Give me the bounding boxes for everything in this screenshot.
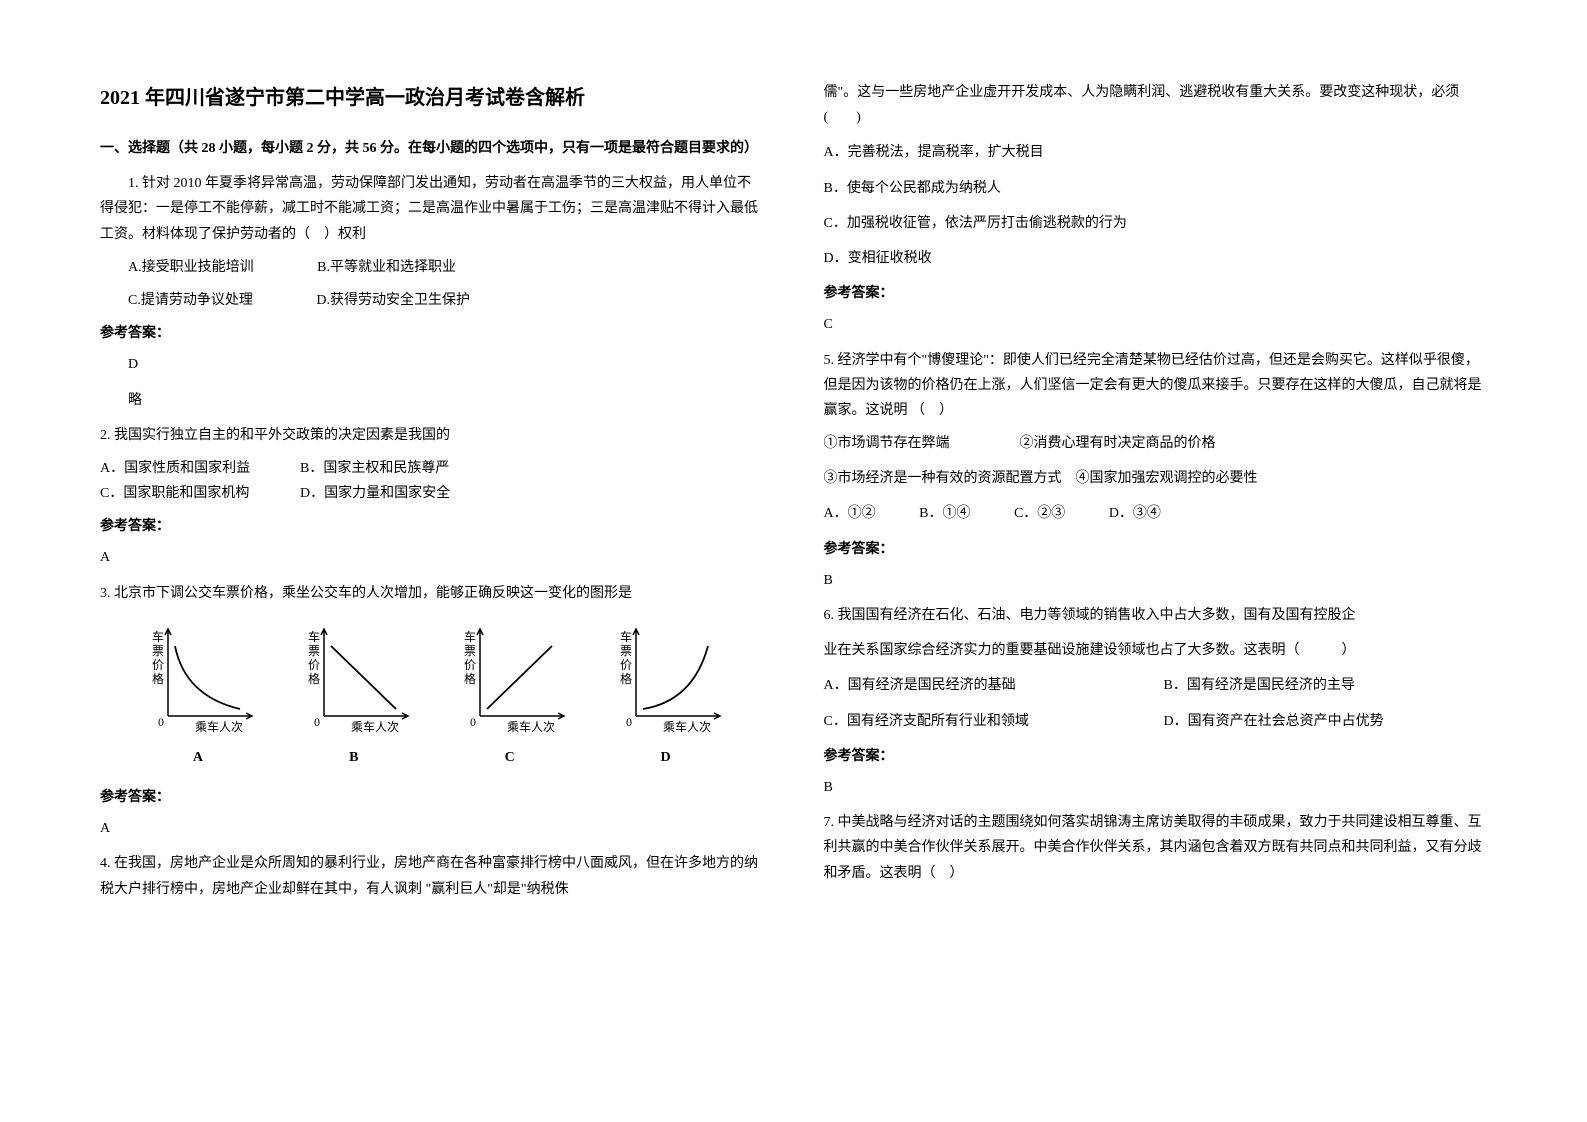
- q4-opt-a: A．完善税法，提高税率，扩大税目: [824, 140, 1488, 165]
- chart-c-xlabel: 乘车人次: [507, 719, 555, 734]
- chart-b-svg: 车 票 价 格 0 乘车人次: [296, 621, 411, 741]
- chart-a-origin: 0: [158, 715, 164, 729]
- q1-answer: D: [128, 352, 764, 377]
- q5-opt-c: C．②③: [1014, 501, 1065, 526]
- chart-d: 车 票 价 格 0 乘车人次 D: [608, 621, 723, 770]
- q7-text: 7. 中美战略与经济对话的主题围绕如何落实胡锦涛主席访美取得的丰硕成果，致力于共…: [824, 810, 1488, 886]
- q4-opt-b: B．使每个公民都成为纳税人: [824, 176, 1488, 201]
- q4-answer: C: [824, 312, 1488, 337]
- q1-text: 1. 针对 2010 年夏季将异常高温，劳动保障部门发出通知，劳动者在高温季节的…: [100, 171, 764, 247]
- chart-d-ylabel-1: 车: [620, 629, 632, 644]
- chart-c-label: C: [505, 745, 515, 770]
- chart-d-xlabel: 乘车人次: [663, 719, 711, 734]
- chart-b-ylabel-4: 格: [308, 671, 320, 686]
- chart-c: 车 票 价 格 0 乘车人次 C: [452, 621, 567, 770]
- chart-a-ylabel-4: 格: [152, 671, 164, 686]
- right-column: 儒"。这与一些房地产企业虚开开发成本、人为隐瞒利润、逃避税收有重大关系。要改变这…: [824, 80, 1488, 910]
- q2-text: 2. 我国实行独立自主的和平外交政策的决定因素是我国的: [100, 423, 764, 448]
- chart-d-ylabel-4: 格: [620, 671, 632, 686]
- q5-text: 5. 经济学中有个"博傻理论"：即使人们已经完全清楚某物已经估价过高，但还是会购…: [824, 348, 1488, 424]
- chart-c-ylabel-4: 格: [464, 671, 476, 686]
- q3-answer-label: 参考答案：: [100, 785, 764, 810]
- chart-a-xlabel: 乘车人次: [195, 719, 243, 734]
- q1-answer-label: 参考答案：: [100, 321, 764, 346]
- chart-d-origin: 0: [626, 715, 632, 729]
- q5-options: A．①② B．①④ C．②③ D．③④: [824, 501, 1488, 526]
- q6-answer-label: 参考答案：: [824, 744, 1488, 769]
- q6-opt-a: A．国有经济是国民经济的基础: [824, 673, 1164, 698]
- chart-d-label: D: [661, 745, 671, 770]
- q4-text-part2: 儒"。这与一些房地产企业虚开开发成本、人为隐瞒利润、逃避税收有重大关系。要改变这…: [824, 80, 1488, 130]
- q4-opt-d: D．变相征收税收: [824, 246, 1488, 271]
- q1-extra: 略: [128, 388, 764, 413]
- chart-a-ylabel-3: 价: [152, 658, 164, 672]
- q4-opt-c: C．加强税收征管，依法严厉打击偷逃税款的行为: [824, 211, 1488, 236]
- q5-opt-d: D．③④: [1109, 501, 1161, 526]
- q4-text-part1: 4. 在我国，房地产企业是众所周知的暴利行业，房地产商在各种富豪排行榜中八面威风…: [100, 851, 764, 901]
- q4-answer-label: 参考答案：: [824, 281, 1488, 306]
- page-title: 2021 年四川省遂宁市第二中学高一政治月考试卷含解析: [100, 80, 764, 116]
- chart-d-svg: 车 票 价 格 0 乘车人次: [608, 621, 723, 741]
- q6-options-row1: A．国有经济是国民经济的基础 B．国有经济是国民经济的主导: [824, 673, 1488, 698]
- chart-c-ylabel-3: 价: [464, 658, 476, 672]
- chart-c-ylabel-2: 票: [464, 644, 476, 658]
- q2-opt-d: D．国家力量和国家安全: [300, 481, 500, 506]
- chart-b-label: B: [349, 745, 358, 770]
- q2-opt-c: C．国家职能和国家机构: [100, 481, 300, 506]
- q1-opt-a: A.接受职业技能培训: [128, 255, 254, 280]
- q1-opt-c: C.提请劳动争议处理: [128, 288, 253, 313]
- chart-a-ylabel-2: 票: [152, 644, 164, 658]
- q2-opt-a: A．国家性质和国家利益: [100, 456, 300, 481]
- chart-c-svg: 车 票 价 格 0 乘车人次: [452, 621, 567, 741]
- q6-opt-c: C．国有经济支配所有行业和领域: [824, 709, 1164, 734]
- chart-c-origin: 0: [470, 715, 476, 729]
- chart-d-ylabel-2: 票: [620, 644, 632, 658]
- q1-opt-d: D.获得劳动安全卫生保护: [316, 288, 470, 313]
- q5-opt-a: A．①②: [824, 501, 876, 526]
- q5-line2: ③市场经济是一种有效的资源配置方式 ④国家加强宏观调控的必要性: [824, 466, 1488, 491]
- chart-b-ylabel-2: 票: [308, 644, 320, 658]
- chart-b-origin: 0: [314, 715, 320, 729]
- chart-b-ylabel-1: 车: [308, 629, 320, 644]
- chart-a-label: A: [193, 745, 203, 770]
- q5-answer: B: [824, 568, 1488, 593]
- chart-b: 车 票 价 格 0 乘车人次 B: [296, 621, 411, 770]
- q3-answer: A: [100, 816, 764, 841]
- chart-b-xlabel: 乘车人次: [351, 719, 399, 734]
- q5-answer-label: 参考答案：: [824, 537, 1488, 562]
- q2-answer-label: 参考答案：: [100, 514, 764, 539]
- q2-answer: A: [100, 545, 764, 570]
- q6-opt-b: B．国有经济是国民经济的主导: [1164, 673, 1355, 698]
- left-column: 2021 年四川省遂宁市第二中学高一政治月考试卷含解析 一、选择题（共 28 小…: [100, 80, 764, 910]
- q3-charts: 车 票 价 格 0 乘车人次 A 车 票: [100, 621, 764, 770]
- q6-text1: 6. 我国国有经济在石化、石油、电力等领域的销售收入中占大多数，国有及国有控股企: [824, 603, 1488, 628]
- section-header: 一、选择题（共 28 小题，每小题 2 分，共 56 分。在每小题的四个选项中，…: [100, 136, 764, 161]
- q6-options-row2: C．国有经济支配所有行业和领域 D．国有资产在社会总资产中占优势: [824, 709, 1488, 734]
- q1-opt-b: B.平等就业和选择职业: [317, 255, 456, 280]
- q3-text: 3. 北京市下调公交车票价格，乘坐公交车的人次增加，能够正确反映这一变化的图形是: [100, 581, 764, 606]
- q6-answer: B: [824, 775, 1488, 800]
- q1-options-row1: A.接受职业技能培训 B.平等就业和选择职业: [128, 255, 764, 280]
- q6-text2: 业在关系国家综合经济实力的重要基础设施建设领域也占了大多数。这表明（ ）: [824, 638, 1488, 663]
- q6-opt-d: D．国有资产在社会总资产中占优势: [1164, 709, 1384, 734]
- chart-c-ylabel-1: 车: [464, 629, 476, 644]
- q1-options-row2: C.提请劳动争议处理 D.获得劳动安全卫生保护: [128, 288, 764, 313]
- chart-a: 车 票 价 格 0 乘车人次 A: [140, 621, 255, 770]
- q2-opt-b: B．国家主权和民族尊严: [300, 456, 500, 481]
- chart-a-svg: 车 票 价 格 0 乘车人次: [140, 621, 255, 741]
- chart-d-ylabel-3: 价: [620, 658, 632, 672]
- q5-opt-b: B．①④: [919, 501, 970, 526]
- chart-b-ylabel-3: 价: [308, 658, 320, 672]
- chart-a-ylabel-1: 车: [152, 629, 164, 644]
- q5-line1: ①市场调节存在弊端 ②消费心理有时决定商品的价格: [824, 431, 1488, 456]
- q2-options: A．国家性质和国家利益 B．国家主权和民族尊严 C．国家职能和国家机构 D．国家…: [100, 456, 764, 506]
